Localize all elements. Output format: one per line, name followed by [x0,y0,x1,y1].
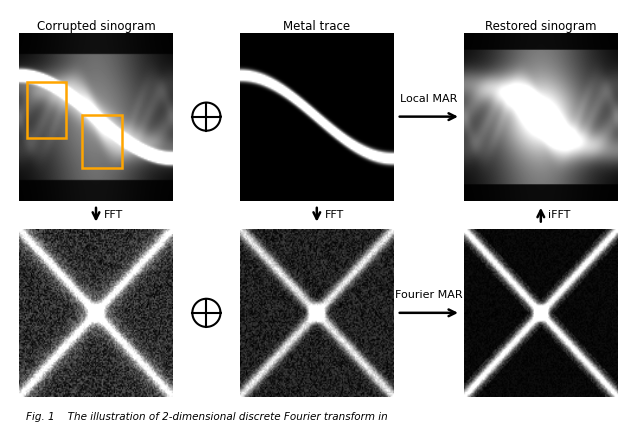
Title: Metal trace: Metal trace [284,20,350,33]
Text: Fig. 1    The illustration of 2-dimensional discrete Fourier transform in: Fig. 1 The illustration of 2-dimensional… [26,412,387,422]
Text: FFT: FFT [324,210,344,220]
Text: iFFT: iFFT [548,210,571,220]
Bar [82,115,122,168]
Text: FFT: FFT [104,210,123,220]
Title: Corrupted sinogram: Corrupted sinogram [36,20,156,33]
Bar [28,82,66,138]
Text: Fourier MAR: Fourier MAR [395,290,463,300]
Text: Local MAR: Local MAR [400,94,458,104]
Title: Restored sinogram: Restored sinogram [485,20,596,33]
